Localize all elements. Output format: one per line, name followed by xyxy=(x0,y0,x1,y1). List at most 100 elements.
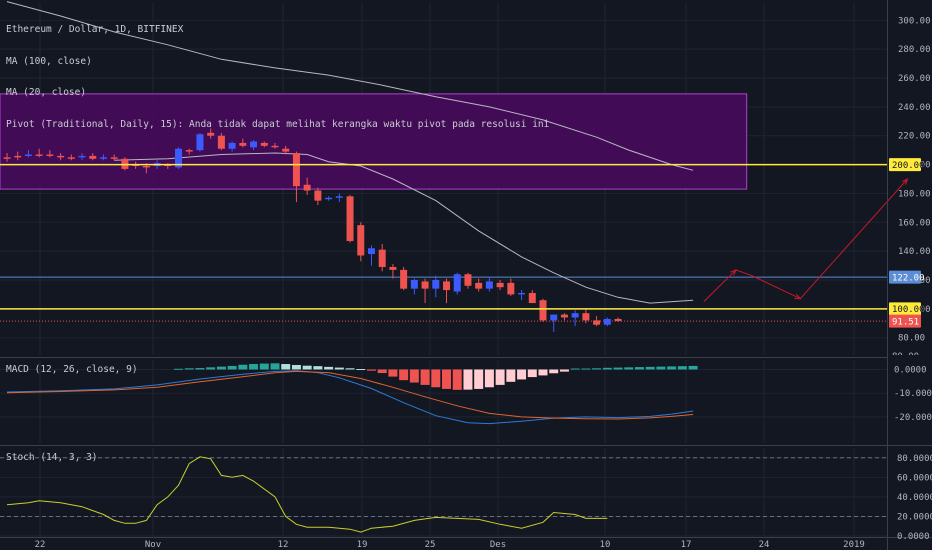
macd-histogram-bar xyxy=(206,367,216,370)
signal-line xyxy=(6,370,694,420)
candle xyxy=(507,278,515,296)
candle xyxy=(367,245,375,266)
candle-body xyxy=(239,142,247,146)
macd-histogram-bar xyxy=(431,369,441,388)
price-tick-label: 260.00 xyxy=(898,74,931,84)
time-tick-label: 10 xyxy=(600,540,611,550)
last-price-tag-bg xyxy=(889,314,921,328)
candle xyxy=(250,140,258,151)
level-100-tag-bg xyxy=(889,302,921,316)
candle-body xyxy=(3,157,11,159)
candle-body xyxy=(410,279,418,289)
candle xyxy=(593,316,601,327)
candle-body xyxy=(325,197,333,200)
price-pane[interactable] xyxy=(0,1,909,332)
candle xyxy=(239,138,247,148)
candle-body xyxy=(303,184,311,191)
candle-body xyxy=(475,282,483,289)
macd-histogram-bar xyxy=(688,365,698,370)
candle-body xyxy=(207,132,215,136)
price-tick-label: 300.00 xyxy=(898,16,931,26)
candle xyxy=(389,264,397,279)
stoch-pane[interactable] xyxy=(0,456,887,533)
candle xyxy=(443,278,451,304)
candle xyxy=(260,141,268,148)
candle xyxy=(550,314,558,332)
candle-body xyxy=(335,196,343,198)
time-tick-label: 19 xyxy=(357,540,368,550)
ma20-legend: MA (20, close) xyxy=(6,87,87,98)
candle xyxy=(346,194,354,243)
macd-histogram-bar xyxy=(517,369,527,380)
candle xyxy=(271,142,279,149)
macd-histogram-bar xyxy=(506,369,516,382)
macd-histogram-bar xyxy=(174,368,184,370)
projection-path xyxy=(703,178,908,302)
macd-histogram-bar xyxy=(634,367,644,370)
candle-body xyxy=(571,313,579,318)
candle xyxy=(228,141,236,152)
candle xyxy=(432,275,440,298)
candle-body xyxy=(582,313,590,321)
candle-body xyxy=(367,248,375,255)
candle xyxy=(78,153,86,161)
stoch-tick-label: 0.0000 xyxy=(897,532,930,542)
label-mask xyxy=(888,355,932,358)
candle xyxy=(464,272,472,289)
candle-body xyxy=(292,153,300,187)
candle-body xyxy=(78,155,86,158)
candle-body xyxy=(421,281,429,289)
macd-histogram-bar xyxy=(645,366,655,370)
macd-histogram-bar xyxy=(184,368,194,370)
candle xyxy=(46,150,54,158)
candle-body xyxy=(378,249,386,267)
candle-body xyxy=(185,150,193,152)
candle xyxy=(110,154,118,161)
candle xyxy=(207,128,215,139)
macd-tick-label: 0.0000 xyxy=(894,365,927,375)
candle-body xyxy=(282,148,290,152)
macd-histogram-bar xyxy=(313,366,323,370)
macd-histogram-bar xyxy=(399,369,409,381)
macd-histogram-bar xyxy=(345,368,355,370)
candle-body xyxy=(518,292,526,295)
candle xyxy=(421,278,429,304)
time-tick-label: 17 xyxy=(681,540,692,550)
candle xyxy=(217,132,225,151)
candle-body xyxy=(110,157,118,159)
candle xyxy=(378,243,386,272)
macd-histogram-bar xyxy=(420,369,430,385)
stoch-tick-label: 40.0000 xyxy=(897,493,932,503)
candle-body xyxy=(346,196,354,242)
ma20-line xyxy=(114,152,694,304)
candle xyxy=(185,148,193,155)
candle-body xyxy=(67,157,75,159)
macd-histogram-bar xyxy=(195,368,205,370)
last-price-tag: 91.51 xyxy=(892,317,919,327)
macd-histogram-bar xyxy=(538,369,548,376)
macd-histogram-bar xyxy=(559,369,569,372)
macd-pane[interactable] xyxy=(6,363,698,425)
candle xyxy=(528,290,536,304)
macd-histogram-bar xyxy=(667,366,677,370)
candle-body xyxy=(389,267,397,270)
time-tick-label: Nov xyxy=(145,540,161,550)
candle-body xyxy=(142,166,150,168)
level-200-tag-bg xyxy=(889,158,921,172)
macd-histogram-bar xyxy=(474,369,484,389)
macd-histogram-bar xyxy=(238,364,248,370)
time-tick-label: 24 xyxy=(759,540,770,550)
macd-line xyxy=(6,370,694,425)
candle-body xyxy=(196,134,204,151)
candle xyxy=(175,147,183,169)
candle-body xyxy=(485,281,493,289)
price-tick-label: 180.00 xyxy=(898,189,931,199)
macd-histogram-bar xyxy=(216,366,226,370)
candle-body xyxy=(539,300,547,321)
macd-histogram-bar xyxy=(259,363,269,370)
candle xyxy=(603,317,611,327)
price-tick-label: 80.00 xyxy=(898,334,925,344)
time-tick-label: 22 xyxy=(35,540,46,550)
candle-body xyxy=(400,269,408,289)
